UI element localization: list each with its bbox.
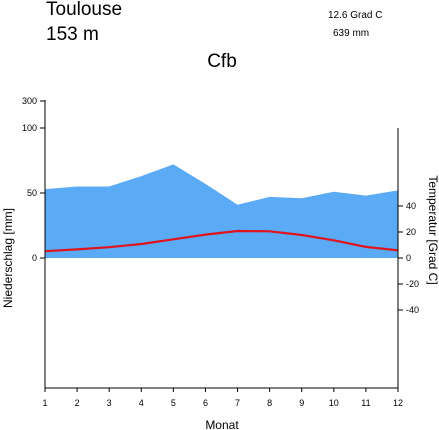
x-tick-label: 3 (107, 398, 112, 408)
station-name: Toulouse (46, 0, 122, 20)
temp-tick-label: 40 (406, 201, 416, 211)
temp-tick-label: -40 (406, 305, 419, 315)
mean-temperature: 12.6 Grad C (328, 10, 382, 21)
x-tick-label: 11 (361, 398, 370, 408)
x-tick-label: 12 (393, 398, 403, 408)
temp-tick-label: 20 (406, 227, 416, 237)
precip-tick-label: 100 (22, 123, 37, 133)
left-axis-label: Niederschlag [mm] (1, 208, 15, 308)
precipitation-area (45, 164, 398, 258)
temp-tick-label: 0 (406, 253, 411, 263)
temperature-line (44, 229, 399, 253)
temp-tick-label: -20 (406, 279, 419, 289)
right-axis-label: Temperatur [Grad C] (426, 175, 439, 284)
x-tick-label: 7 (235, 398, 240, 408)
precip-tick-label: 0 (32, 253, 37, 263)
climate-class: Cfb (207, 51, 237, 72)
x-axis-label: Monat (205, 418, 239, 430)
x-tick-label: 5 (171, 398, 176, 408)
precip-tick-label: 300 (22, 96, 37, 106)
x-tick-label: 6 (203, 398, 208, 408)
precip-tick-label: 50 (27, 188, 37, 198)
x-tick-label: 8 (267, 398, 272, 408)
x-tick-label: 9 (299, 398, 304, 408)
x-tick-label: 2 (75, 398, 80, 408)
x-tick-label: 10 (329, 398, 339, 408)
x-tick-label: 4 (139, 398, 144, 408)
station-elevation: 153 m (46, 24, 99, 45)
annual-precipitation: 639 mm (333, 28, 369, 39)
x-tick-label: 1 (42, 398, 47, 408)
